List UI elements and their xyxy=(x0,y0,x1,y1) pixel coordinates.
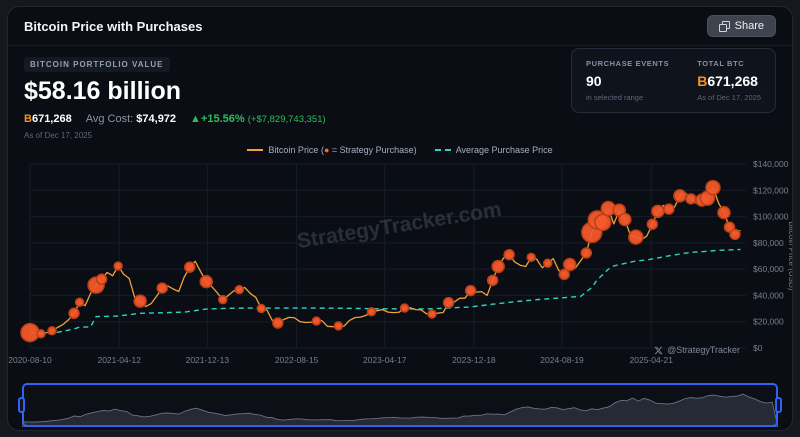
svg-text:2023-04-17: 2023-04-17 xyxy=(363,355,407,365)
btc-holdings: B671,268 xyxy=(24,113,72,125)
svg-text:2021-04-12: 2021-04-12 xyxy=(97,355,141,365)
navigator-selection[interactable] xyxy=(22,383,778,427)
purchase-events-value: 90 xyxy=(586,73,602,89)
stats-card: PURCHASE EVENTS 90 in selected range TOT… xyxy=(571,48,776,113)
legend-price-label: Bitcoin Price (● = Strategy Purchase) xyxy=(268,145,417,155)
portfolio-value: $58.16 billion xyxy=(24,77,182,105)
navigator-handle-right[interactable] xyxy=(775,397,782,413)
total-btc-sub: As of Dec 17, 2025 xyxy=(697,93,761,102)
purchase-dot-icon: ● xyxy=(323,145,330,155)
legend-item-average-purchase-price[interactable]: Average Purchase Price xyxy=(434,145,553,155)
svg-text:$60,000: $60,000 xyxy=(753,264,784,274)
price-chart-canvas[interactable]: $0 $20,000 $40,000 $60,000 $80,000 $100,000 $1… xyxy=(8,156,793,374)
dashboard-panel: Bitcoin Price with Purchases Share BITCO… xyxy=(7,6,793,431)
price-line-swatch xyxy=(247,149,264,151)
svg-text:$140,000: $140,000 xyxy=(753,159,789,169)
header: Bitcoin Price with Purchases Share xyxy=(8,7,792,46)
chart-legend: Bitcoin Price (● = Strategy Purchase) Av… xyxy=(8,145,792,155)
avg-cost-value: $74,972 xyxy=(136,113,177,125)
portfolio-value-label: BITCOIN PORTFOLIO VALUE xyxy=(24,57,170,72)
change-arrow-icon: ▲ xyxy=(190,113,201,125)
change-percent: +15.56% xyxy=(200,113,245,125)
total-btc-label: TOTAL BTC xyxy=(697,59,745,68)
svg-text:$0: $0 xyxy=(753,343,763,353)
stat-purchase-events: PURCHASE EVENTS 90 in selected range xyxy=(586,59,669,102)
chart-area: $0 $20,000 $40,000 $60,000 $80,000 $100,000 $1… xyxy=(8,156,792,379)
svg-text:$80,000: $80,000 xyxy=(753,238,784,248)
legend-avg-label: Average Purchase Price xyxy=(455,145,553,155)
stat-total-btc: TOTAL BTC B671,268 As of Dec 17, 2025 xyxy=(697,59,761,102)
svg-text:2020-08-10: 2020-08-10 xyxy=(8,355,52,365)
credit-handle: @StrategyTracker xyxy=(667,345,740,355)
svg-text:2021-12-13: 2021-12-13 xyxy=(186,355,230,365)
copy-icon xyxy=(718,21,730,32)
btc-amount: 671,268 xyxy=(31,113,72,125)
svg-text:2022-08-15: 2022-08-15 xyxy=(275,355,319,365)
avg-cost: Avg Cost: $74,972 xyxy=(86,113,176,125)
x-logo-icon xyxy=(654,346,663,354)
portfolio-change: ▲+15.56% (+$7,829,743,351) xyxy=(190,113,326,125)
svg-text:Bitcoin Price (USD): Bitcoin Price (USD) xyxy=(787,222,793,291)
svg-text:2025-04-21: 2025-04-21 xyxy=(630,355,674,365)
navigator-chart xyxy=(22,393,778,427)
chart-credit: @StrategyTracker xyxy=(654,345,740,355)
svg-text:2023-12-18: 2023-12-18 xyxy=(452,355,496,365)
total-btc-amount: 671,268 xyxy=(707,73,758,89)
avg-line-swatch xyxy=(434,149,451,151)
svg-text:$40,000: $40,000 xyxy=(753,290,784,300)
avg-cost-label: Avg Cost: xyxy=(85,113,134,125)
navigator-handle-left[interactable] xyxy=(18,397,25,413)
page-title: Bitcoin Price with Purchases xyxy=(24,18,203,34)
portfolio-stats-row: B671,268 Avg Cost: $74,972 ▲+15.56% (+$7… xyxy=(24,113,776,125)
total-btc-value: B671,268 xyxy=(697,73,761,89)
share-button[interactable]: Share xyxy=(706,15,776,37)
portfolio-summary: BITCOIN PORTFOLIO VALUE $58.16 billion B… xyxy=(8,46,792,140)
svg-text:$100,000: $100,000 xyxy=(753,212,789,222)
legend-item-bitcoin-price[interactable]: Bitcoin Price (● = Strategy Purchase) xyxy=(247,145,417,155)
purchase-events-label: PURCHASE EVENTS xyxy=(586,59,670,68)
svg-text:2024-08-19: 2024-08-19 xyxy=(540,355,584,365)
as-of-date: As of Dec 17, 2025 xyxy=(24,131,93,140)
navigator xyxy=(18,383,782,427)
share-button-label: Share xyxy=(734,20,764,32)
svg-text:$20,000: $20,000 xyxy=(753,317,784,327)
svg-text:$120,000: $120,000 xyxy=(753,185,789,195)
purchase-events-sub: in selected range xyxy=(586,93,644,102)
btc-symbol: B xyxy=(24,113,32,125)
btc-symbol: B xyxy=(697,73,708,89)
change-amount: (+$7,829,743,351) xyxy=(247,114,326,125)
